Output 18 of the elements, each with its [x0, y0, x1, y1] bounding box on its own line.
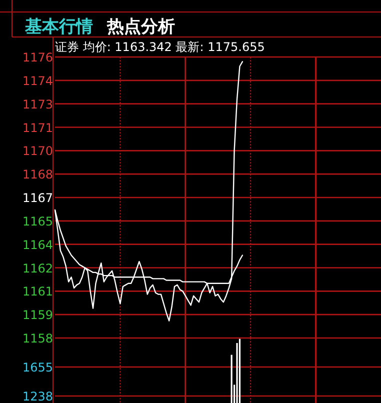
text: 证券 均价: 1163.342 最新: 1175.655 — [55, 40, 265, 54]
chart-title: 基本行情 — [24, 17, 93, 37]
y-tick-label: 1158 — [22, 332, 53, 346]
y-tick-label: 1655 — [22, 360, 53, 374]
y-tick-label: 1168 — [22, 168, 53, 182]
y-tick-label: 1173 — [22, 97, 53, 112]
y-tick-label: 1167 — [22, 191, 53, 205]
y-tick-label: 1164 — [22, 238, 53, 252]
chart-subtitle: 热点分析 — [106, 17, 175, 37]
y-tick-label: 1171 — [22, 120, 53, 135]
y-tick-label: 1162 — [22, 261, 53, 276]
y-tick-label: 1161 — [22, 284, 53, 299]
y-tick-label: 1176 — [22, 50, 53, 64]
y-tick-label: 1170 — [22, 144, 53, 158]
y-tick-label: 1174 — [22, 74, 53, 88]
y-tick-label: 1159 — [22, 308, 53, 322]
y-tick-label: 1238 — [22, 389, 53, 403]
y-tick-label: 1165 — [22, 214, 53, 228]
